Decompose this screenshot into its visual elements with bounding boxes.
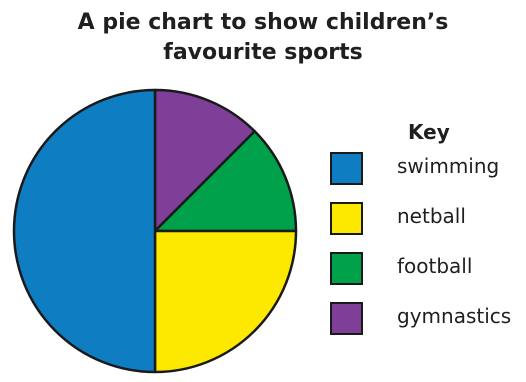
legend-swatch-netball — [330, 202, 363, 235]
chart-title: A pie chart to show children’s favourite… — [0, 8, 526, 68]
legend-swatch-gymnastics — [330, 302, 363, 335]
legend-swatch-football — [330, 252, 363, 285]
legend-label-gymnastics: gymnastics — [397, 304, 512, 328]
pie-slice-netball — [153, 229, 298, 374]
legend-label-netball: netball — [397, 204, 466, 228]
pie-slice-football — [153, 130, 298, 233]
chart-title-line-1: A pie chart to show children’s — [77, 10, 449, 35]
legend-title: Key — [408, 120, 450, 144]
legend-item-gymnastics: gymnastics — [330, 302, 520, 338]
chart-title-line-2: favourite sports — [163, 40, 363, 65]
pie-slice-gymnastics — [153, 88, 256, 233]
legend-item-netball: netball — [330, 202, 520, 238]
legend-swatch-swimming — [330, 152, 363, 185]
legend-item-swimming: swimming — [330, 152, 520, 188]
legend-label-football: football — [397, 254, 473, 278]
legend-label-swimming: swimming — [397, 154, 500, 178]
legend-item-football: football — [330, 252, 520, 288]
pie-slice-swimming — [12, 88, 157, 374]
